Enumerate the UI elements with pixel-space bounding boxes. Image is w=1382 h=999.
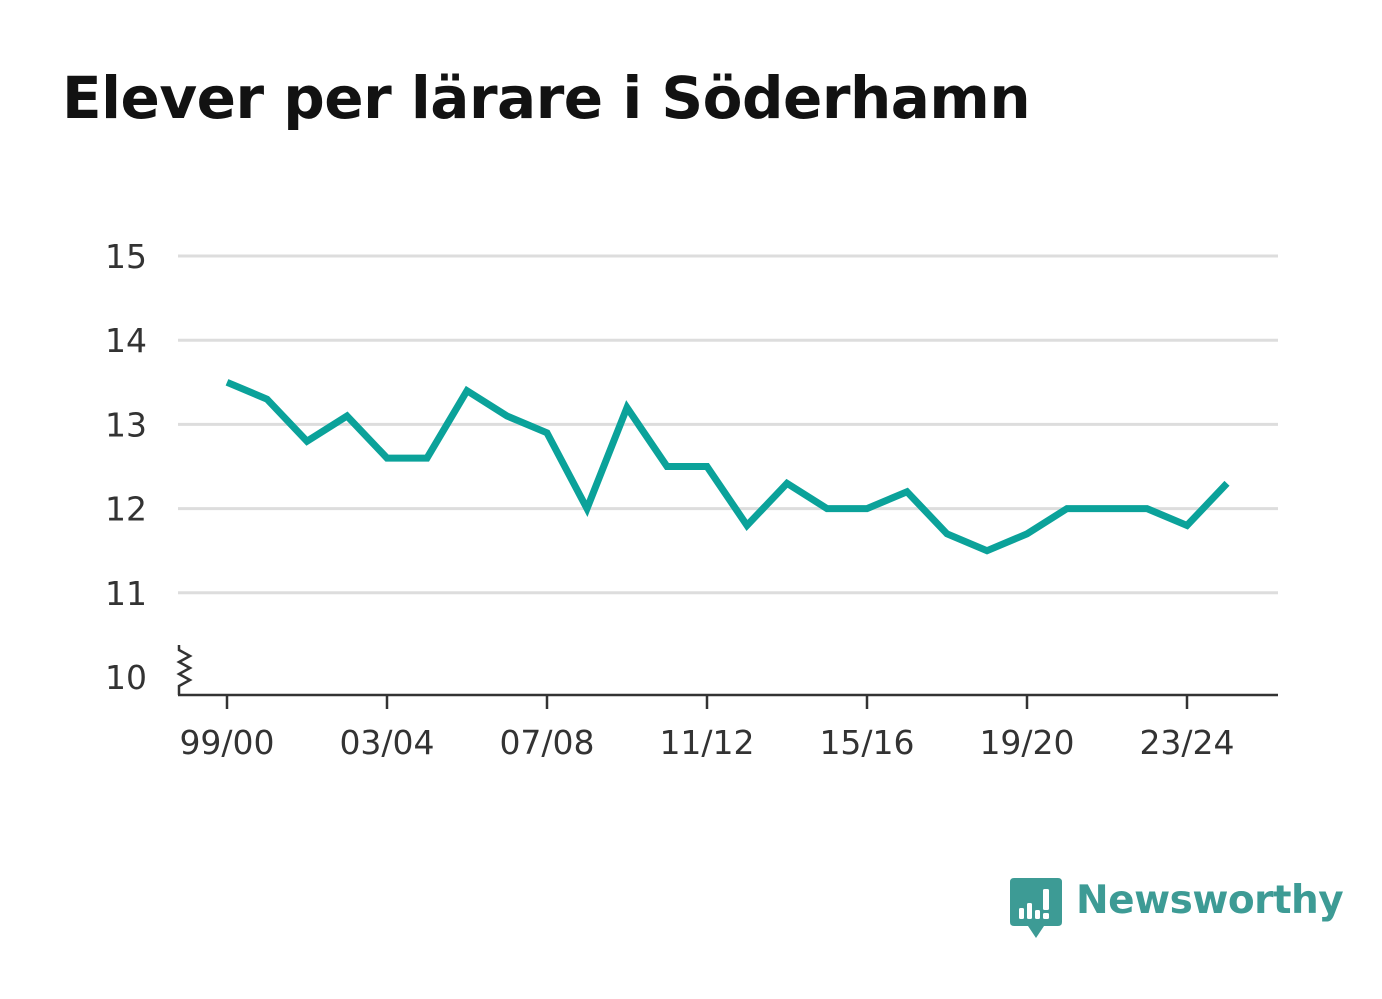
y-tick-label: 15 <box>105 237 147 276</box>
y-tick-label: 14 <box>105 321 147 360</box>
x-tick-label: 15/16 <box>819 723 914 762</box>
series-line <box>225 379 1230 555</box>
y-tick-label: 10 <box>105 658 147 697</box>
x-tick-label: 03/04 <box>339 723 434 762</box>
x-tick-label: 23/24 <box>1139 723 1234 762</box>
newsworthy-logo-icon <box>1010 878 1062 938</box>
y-tick-label: 12 <box>105 490 147 529</box>
x-tick-label: 07/08 <box>499 723 594 762</box>
newsworthy-logo-text: Newsworthy <box>1076 878 1344 923</box>
y-tick-label: 13 <box>105 405 147 444</box>
y-axis-break <box>176 645 193 695</box>
chart-title: Elever per lärare i Söderhamn <box>62 64 1031 132</box>
y-tick-label: 11 <box>105 574 147 613</box>
newsworthy-logo: Newsworthy <box>1010 878 1344 940</box>
x-tick-label: 99/00 <box>179 723 274 762</box>
x-tick-label: 19/20 <box>979 723 1074 762</box>
x-tick-label: 11/12 <box>659 723 754 762</box>
